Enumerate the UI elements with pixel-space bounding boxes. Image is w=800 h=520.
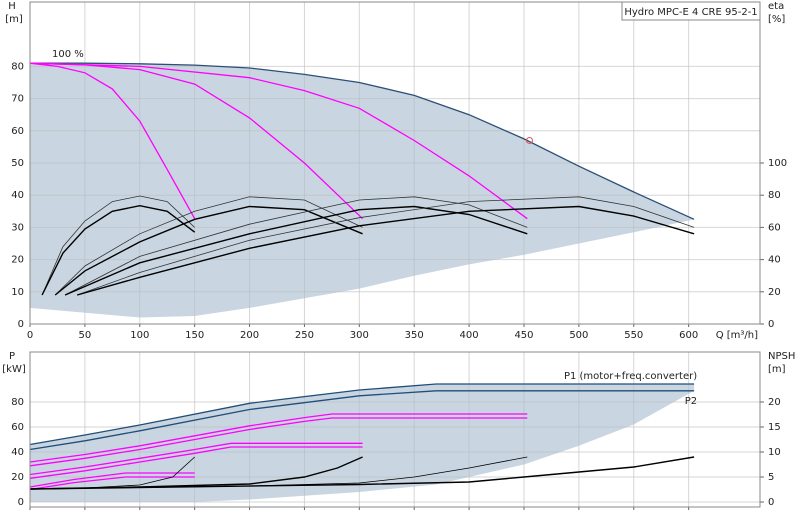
curve [29, 390, 695, 451]
y2-tick-label: 15 [768, 422, 781, 433]
x-tick-label: 600 [679, 330, 698, 341]
curve [77, 205, 695, 296]
curve [29, 476, 195, 491]
y-tick-label: 20 [11, 472, 24, 483]
y2-tick-label: 0 [768, 497, 774, 508]
y-tick-label: 0 [18, 319, 24, 330]
curve [29, 62, 528, 220]
x-tick-label: 550 [624, 330, 643, 341]
y2-axis-unit: [%] [768, 14, 785, 25]
curve [54, 205, 363, 296]
curve [64, 196, 528, 296]
y-axis-label: P [9, 351, 15, 362]
curve [54, 196, 363, 296]
y2-tick-label: 20 [768, 397, 781, 408]
operating-range [30, 63, 695, 318]
title-box [621, 1, 761, 21]
x-tick-label: 500 [569, 330, 588, 341]
curve-label: 100 % [52, 49, 84, 60]
x-tick-label: 400 [460, 330, 479, 341]
curve [41, 204, 196, 296]
y-axis-unit: [m] [5, 14, 23, 25]
curve [29, 446, 363, 479]
curve [77, 196, 695, 296]
y-tick-label: 10 [11, 287, 24, 298]
curve [29, 456, 695, 490]
curve [29, 62, 196, 220]
y-tick-label: 70 [11, 94, 24, 105]
x-tick-label: 150 [185, 330, 204, 341]
x-tick-label: 450 [514, 330, 533, 341]
curve [29, 383, 695, 446]
x-tick-label: 350 [405, 330, 424, 341]
curve [29, 413, 528, 463]
x-tick-label: 200 [240, 330, 259, 341]
y2-tick-label: 60 [768, 222, 781, 233]
y-tick-label: 60 [11, 126, 24, 137]
y2-tick-label: 20 [768, 287, 781, 298]
plot-frame [29, 1, 761, 325]
y2-axis-unit: [m] [768, 364, 786, 375]
y2-tick-label: 0 [768, 319, 774, 330]
y-tick-label: 60 [11, 422, 24, 433]
y2-tick-label: 80 [768, 190, 781, 201]
y-tick-label: 80 [11, 397, 24, 408]
y-tick-label: 50 [11, 158, 24, 169]
x-tick-label: 50 [79, 330, 92, 341]
plot-frame [29, 351, 761, 508]
y2-tick-label: 10 [768, 447, 781, 458]
y-tick-label: 0 [18, 497, 24, 508]
y-tick-label: 40 [11, 447, 24, 458]
y-axis-label: H [8, 1, 16, 12]
x-axis-label: Q [m³/h] [716, 330, 758, 341]
y-axis-unit: [kW] [2, 364, 26, 375]
y-tick-label: 30 [11, 222, 24, 233]
curve [64, 205, 528, 296]
duty-point [525, 136, 533, 144]
y2-axis-label: eta [768, 1, 784, 12]
y-tick-label: 20 [11, 255, 24, 266]
x-tick-label: 250 [295, 330, 314, 341]
y-tick-label: 40 [11, 190, 24, 201]
chart-title: Hydro MPC-E 4 CRE 95-2-1 [624, 7, 757, 18]
x-tick-label: 100 [130, 330, 149, 341]
x-tick-label: 300 [350, 330, 369, 341]
y2-tick-label: 5 [768, 472, 774, 483]
y-tick-label: 80 [11, 61, 24, 72]
curve [29, 417, 528, 467]
y2-tick-label: 40 [768, 255, 781, 266]
curve [29, 472, 195, 488]
curve-label: P2 [685, 396, 697, 407]
x-tick-label: 0 [27, 330, 33, 341]
curve [30, 62, 695, 220]
curve [29, 442, 363, 476]
curve-label: P1 (motor+freq.converter) [564, 371, 697, 382]
y2-axis-label: NPSH [768, 351, 795, 362]
curve [41, 195, 195, 296]
y2-tick-label: 100 [768, 158, 787, 169]
